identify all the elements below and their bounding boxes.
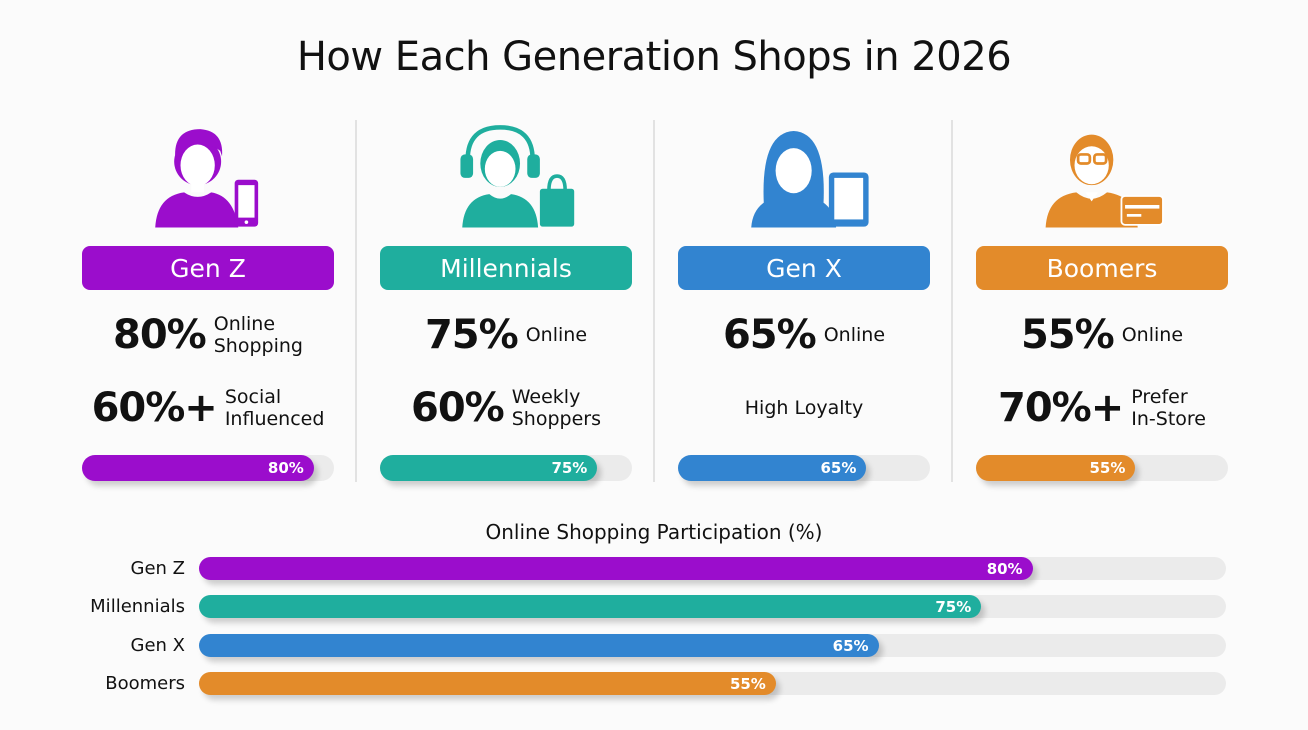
generation-label: Gen Z bbox=[82, 246, 334, 290]
online-stat: 80% Online Shopping bbox=[82, 310, 334, 360]
progress-fill: 75% bbox=[380, 455, 598, 481]
stat-description-line: Social bbox=[224, 386, 282, 408]
person-with-headphones-and-bag-icon bbox=[460, 125, 575, 228]
man-with-glasses-and-card-icon bbox=[1045, 134, 1164, 228]
generation-card: Boomers 55% Online 70%+ Prefer In-Store 5… bbox=[976, 118, 1228, 488]
progress-fill: 65% bbox=[678, 455, 867, 481]
category-label: Millennials bbox=[90, 596, 185, 617]
stat-value: 65% bbox=[722, 312, 817, 358]
stat-description-line: Online bbox=[525, 324, 588, 346]
column-divider bbox=[951, 120, 953, 482]
progress-bar: 55% bbox=[976, 455, 1228, 481]
chart-row: Gen Z 80% bbox=[0, 557, 1308, 581]
generation-label: Boomers bbox=[976, 246, 1228, 290]
woman-with-tablet-icon bbox=[751, 130, 869, 228]
category-label: Boomers bbox=[105, 673, 185, 694]
stat-value: 60%+ bbox=[91, 385, 218, 431]
secondary-stat: 60%+ Social Influenced bbox=[82, 383, 334, 433]
stat-description-line: Weekly bbox=[511, 386, 581, 408]
progress-fill: 55% bbox=[976, 455, 1136, 481]
page-title: How Each Generation Shops in 2026 bbox=[296, 34, 1012, 80]
online-stat: 75% Online bbox=[380, 310, 632, 360]
stat-value: 55% bbox=[1020, 312, 1115, 358]
stat-value: 80% bbox=[113, 312, 207, 358]
bar-boomers: 55% bbox=[199, 672, 776, 695]
bar-gen-z: 80% bbox=[199, 557, 1033, 580]
stat-value: 60% bbox=[411, 385, 505, 431]
secondary-stat: High Loyalty bbox=[678, 383, 930, 433]
stat-value: 70%+ bbox=[998, 385, 1124, 431]
progress-label: 65% bbox=[820, 459, 857, 477]
bar-gen-x: 65% bbox=[199, 634, 879, 657]
bar-track: 80% bbox=[199, 557, 1226, 580]
progress-label: 55% bbox=[1089, 459, 1126, 477]
bar-value-label: 65% bbox=[832, 636, 869, 655]
progress-bar: 65% bbox=[678, 455, 930, 481]
stat-value: 75% bbox=[424, 312, 519, 358]
secondary-stat: 60% Weekly Shoppers bbox=[380, 383, 632, 433]
progress-label: 80% bbox=[267, 459, 304, 477]
person-with-phone-icon bbox=[155, 129, 259, 228]
stat-description-line: Online bbox=[823, 324, 886, 346]
stat-description-line: Shopping bbox=[213, 335, 303, 357]
progress-fill: 80% bbox=[82, 455, 314, 481]
generation-label: Millennials bbox=[380, 246, 632, 290]
bar-value-label: 55% bbox=[729, 674, 766, 693]
chart-row: Gen X 65% bbox=[0, 634, 1308, 658]
secondary-stat: 70%+ Prefer In-Store bbox=[976, 383, 1228, 433]
stat-description-line: Influenced bbox=[224, 408, 325, 430]
progress-label: 75% bbox=[551, 459, 588, 477]
bar-millennials: 75% bbox=[199, 595, 982, 618]
column-divider bbox=[355, 120, 357, 482]
stat-description-line: Shoppers bbox=[511, 408, 601, 430]
chart-row: Millennials 75% bbox=[0, 595, 1308, 619]
bar-track: 75% bbox=[199, 595, 1226, 618]
generation-card: Gen X 65% Online High Loyalty 65% bbox=[678, 118, 930, 488]
progress-bar: 75% bbox=[380, 455, 632, 481]
category-label: Gen X bbox=[130, 635, 185, 656]
progress-bar: 80% bbox=[82, 455, 334, 481]
chart-row: Boomers 55% bbox=[0, 672, 1308, 696]
stat-description-line: Online bbox=[213, 313, 276, 335]
column-divider bbox=[653, 120, 655, 482]
stat-description-line: Online bbox=[1121, 324, 1184, 346]
bar-value-label: 80% bbox=[986, 559, 1023, 578]
bar-track: 55% bbox=[199, 672, 1226, 695]
stat-description-line: Prefer bbox=[1131, 386, 1188, 408]
stat-description-line: In-Store bbox=[1131, 408, 1206, 430]
generation-label: Gen X bbox=[678, 246, 930, 290]
online-stat: 65% Online bbox=[678, 310, 930, 360]
generation-card: Gen Z 80% Online Shopping 60%+ Social Infl… bbox=[82, 118, 334, 488]
stat-description-line: High Loyalty bbox=[744, 397, 864, 419]
category-label: Gen Z bbox=[130, 558, 185, 579]
chart-title: Online Shopping Participation (%) bbox=[485, 520, 823, 544]
generation-card: Millennials 75% Online 60% Weekly Shopper… bbox=[380, 118, 632, 488]
online-stat: 55% Online bbox=[976, 310, 1228, 360]
bar-value-label: 75% bbox=[935, 597, 972, 616]
bar-track: 65% bbox=[199, 634, 1226, 657]
